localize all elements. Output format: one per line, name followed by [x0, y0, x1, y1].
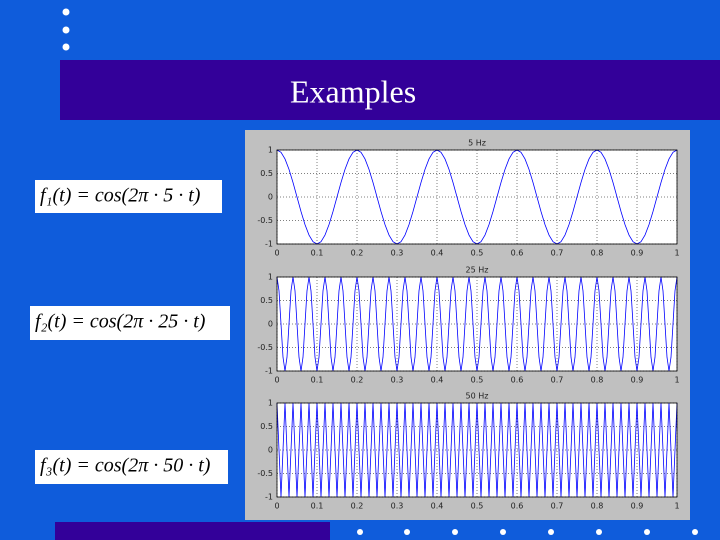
plot-border	[276, 402, 678, 498]
plot-title: 5 Hz	[468, 139, 486, 148]
y-tick-label: -1	[265, 367, 273, 376]
x-tick-label: 0.9	[631, 502, 644, 511]
x-tick-label: 0.8	[591, 249, 604, 258]
bullet	[62, 26, 70, 34]
plot-title: 25 Hz	[466, 266, 489, 275]
x-tick-label: 0.2	[351, 249, 364, 258]
x-tick-label: 1	[674, 249, 679, 258]
x-tick-label: 0.2	[351, 502, 364, 511]
x-tick-label: 0.7	[551, 502, 564, 511]
x-tick-label: 0.1	[311, 249, 324, 258]
x-tick-label: 0.9	[631, 376, 644, 385]
x-tick-label: 0.5	[471, 249, 484, 258]
equation-box	[30, 306, 230, 340]
x-tick-label: 1	[674, 502, 679, 511]
x-tick-label: 0.3	[391, 502, 404, 511]
y-tick-label: 1	[268, 399, 273, 408]
y-tick-label: -0.5	[257, 469, 273, 478]
equation: f₁(t) = cos(2π · 5 · t)	[40, 185, 201, 207]
y-tick-label: -1	[265, 493, 273, 502]
equation-box	[35, 450, 228, 484]
x-tick-label: 0.6	[511, 249, 524, 258]
x-tick-label: 0.8	[591, 502, 604, 511]
y-tick-label: 0	[268, 193, 273, 202]
x-tick-label: 0.4	[431, 249, 444, 258]
y-tick-label: 0.5	[260, 422, 273, 431]
equation-box	[35, 180, 222, 213]
y-tick-label: -0.5	[257, 216, 273, 225]
y-tick-label: 0	[268, 320, 273, 329]
x-tick-label: 0.4	[431, 376, 444, 385]
slide-title: Examples	[290, 73, 416, 109]
x-tick-label: 0.7	[551, 249, 564, 258]
x-tick-label: 0	[274, 249, 279, 258]
y-tick-label: 1	[268, 146, 273, 155]
x-tick-label: 0.9	[631, 249, 644, 258]
x-tick-label: 0.5	[471, 376, 484, 385]
x-tick-label: 0.6	[511, 502, 524, 511]
x-tick-label: 1	[674, 376, 679, 385]
y-tick-label: 0.5	[260, 169, 273, 178]
equation: f₂(t) = cos(2π · 25 · t)	[35, 311, 206, 333]
x-tick-label: 0.1	[311, 502, 324, 511]
x-tick-label: 0.4	[431, 502, 444, 511]
footer-dots	[357, 529, 698, 535]
x-tick-label: 0.8	[591, 376, 604, 385]
plot-border	[276, 149, 678, 245]
x-tick-label: 0.5	[471, 502, 484, 511]
x-tick-label: 0	[274, 502, 279, 511]
x-tick-label: 0.2	[351, 376, 364, 385]
x-tick-label: 0.1	[311, 376, 324, 385]
y-tick-label: -0.5	[257, 343, 273, 352]
x-tick-label: 0.6	[511, 376, 524, 385]
x-tick-label: 0.3	[391, 376, 404, 385]
bullet	[62, 8, 70, 16]
x-tick-label: 0.3	[391, 249, 404, 258]
plot-title: 50 Hz	[466, 392, 489, 401]
plot-border	[276, 276, 678, 372]
y-tick-label: 0	[268, 446, 273, 455]
footer-bar	[55, 522, 330, 540]
y-tick-label: -1	[265, 240, 273, 249]
x-tick-label: 0	[274, 376, 279, 385]
x-tick-label: 0.7	[551, 376, 564, 385]
bullet	[62, 43, 70, 51]
equation: f₃(t) = cos(2π · 50 · t)	[40, 455, 211, 477]
y-tick-label: 0.5	[260, 296, 273, 305]
title-bar	[60, 60, 720, 120]
y-tick-label: 1	[268, 273, 273, 282]
